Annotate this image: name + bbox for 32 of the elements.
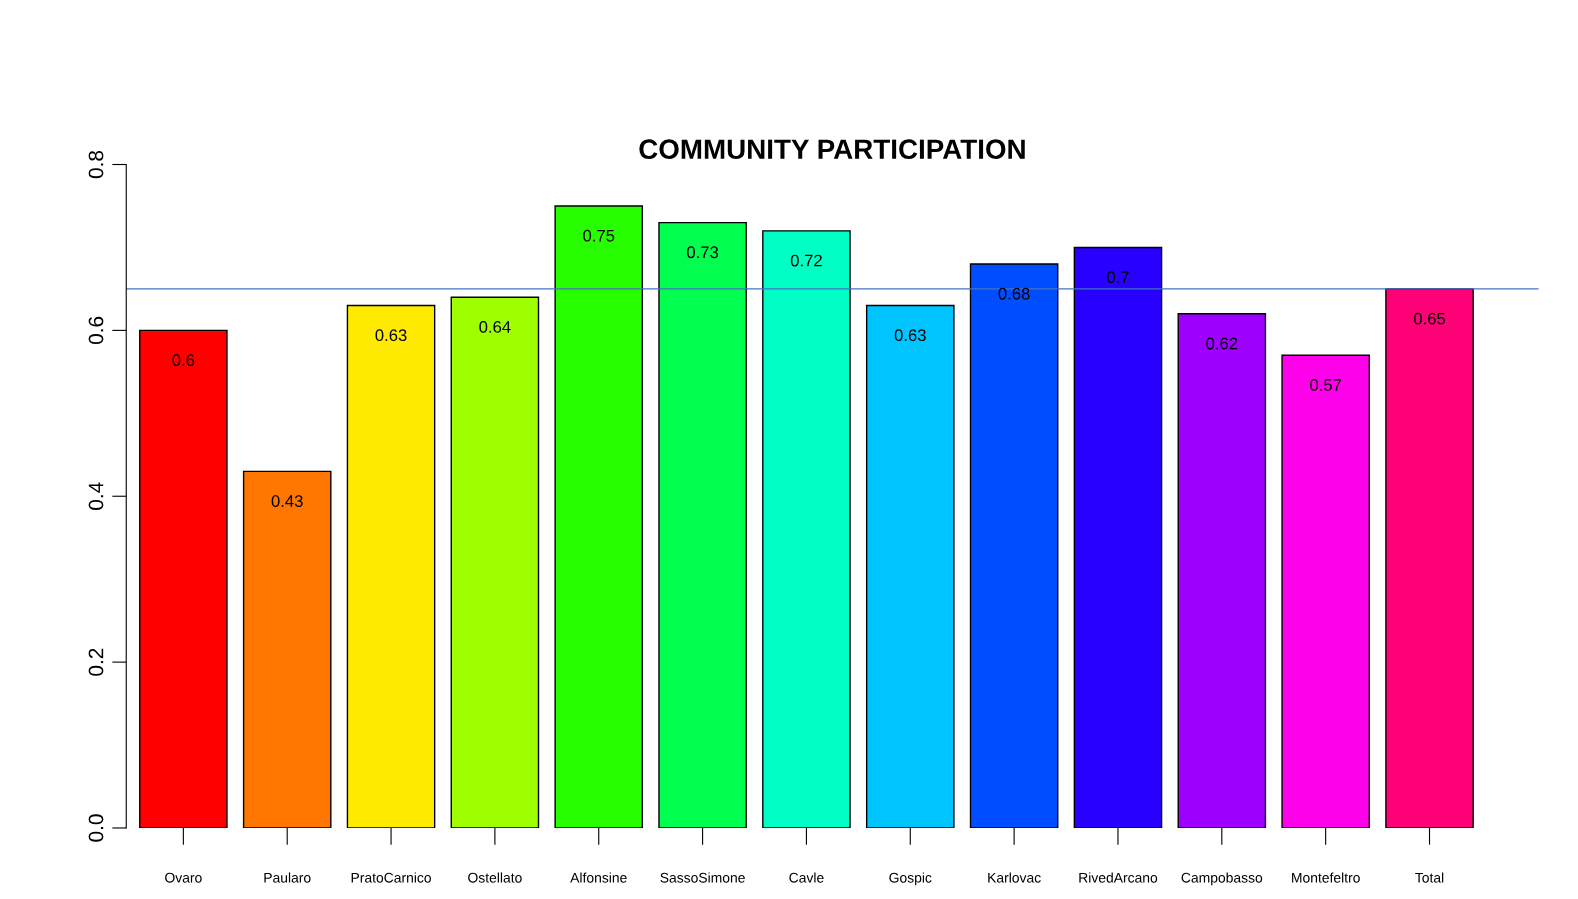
chart-title: COMMUNITY PARTICIPATION <box>639 139 1025 160</box>
x-tick-label: Total <box>1415 872 1444 883</box>
data-label: 0.57 <box>1310 379 1342 391</box>
x-tick-label: Ostellato <box>468 872 522 883</box>
data-label: 0.64 <box>479 321 511 333</box>
data-label: 0.72 <box>790 254 822 267</box>
x-tick-label: SassoSimone <box>660 872 745 883</box>
x-tick-label: Paularo <box>264 872 311 883</box>
data-label: 0.63 <box>375 329 407 342</box>
data-label: 0.6 <box>172 354 195 366</box>
data-label: 0.43 <box>271 495 303 507</box>
x-tick-label: Montefeltro <box>1292 872 1360 883</box>
x-tick-label: RivedArcano <box>1079 872 1158 883</box>
x-tick-label: Ovaro <box>165 872 202 883</box>
data-label: 0.63 <box>894 329 926 342</box>
data-label: 0.7 <box>1107 271 1129 284</box>
y-tick-label: 0.8 <box>88 150 104 179</box>
x-tick-label: Karlovac <box>988 872 1041 883</box>
y-tick-label: 0.6 <box>88 316 104 345</box>
data-label: 0.75 <box>583 229 615 242</box>
x-tick-label: Campobasso <box>1181 872 1263 886</box>
data-label: 0.65 <box>1413 312 1446 325</box>
x-tick-label: Cavle <box>789 872 824 883</box>
x-tick-label: PratoCarnico <box>351 872 431 883</box>
y-tick-label: 0.0 <box>88 814 104 842</box>
data-label: 0.73 <box>687 246 719 259</box>
y-tick-label: 0.2 <box>88 648 104 676</box>
data-label: 0.62 <box>1206 337 1238 350</box>
data-label: 0.68 <box>998 287 1030 300</box>
x-tick-label: Alfonsine <box>570 872 627 883</box>
x-tick-label: Gospic <box>889 872 932 886</box>
y-tick-label: 0.4 <box>88 482 104 510</box>
